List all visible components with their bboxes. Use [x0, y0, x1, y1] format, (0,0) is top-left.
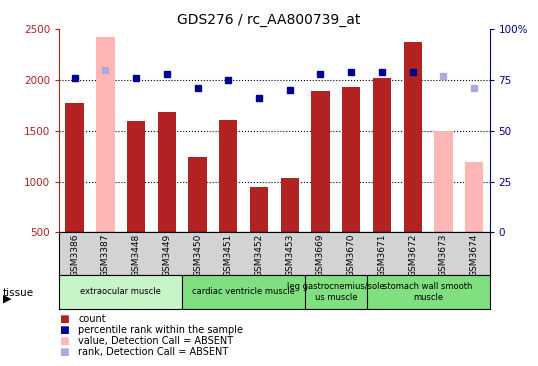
- Text: GSM3387: GSM3387: [101, 234, 110, 277]
- Bar: [342, 87, 360, 232]
- Text: GSM3386: GSM3386: [70, 234, 79, 277]
- Text: ■: ■: [59, 314, 69, 324]
- Bar: [65, 104, 84, 232]
- Text: value, Detection Call = ABSENT: value, Detection Call = ABSENT: [78, 336, 233, 346]
- Text: GSM3453: GSM3453: [285, 234, 294, 277]
- Text: percentile rank within the sample: percentile rank within the sample: [78, 325, 243, 335]
- Bar: [219, 120, 237, 232]
- Text: GSM3674: GSM3674: [470, 234, 479, 277]
- Text: GSM3452: GSM3452: [254, 234, 264, 277]
- Text: rank, Detection Call = ABSENT: rank, Detection Call = ABSENT: [78, 347, 228, 357]
- Bar: [373, 78, 391, 232]
- Text: GSM3671: GSM3671: [378, 234, 386, 277]
- Text: ■: ■: [59, 336, 69, 346]
- Bar: [188, 157, 207, 232]
- Text: GSM3449: GSM3449: [162, 234, 171, 277]
- Text: GSM3450: GSM3450: [193, 234, 202, 277]
- Bar: [404, 42, 422, 232]
- Text: GSM3670: GSM3670: [346, 234, 356, 277]
- Text: GSM3669: GSM3669: [316, 234, 325, 277]
- Text: GSM3673: GSM3673: [439, 234, 448, 277]
- Bar: [305, 274, 366, 309]
- Bar: [280, 178, 299, 232]
- Text: GDS276 / rc_AA800739_at: GDS276 / rc_AA800739_at: [178, 13, 360, 27]
- Text: ■: ■: [59, 325, 69, 335]
- Bar: [250, 187, 268, 232]
- Bar: [182, 274, 305, 309]
- Bar: [96, 37, 115, 232]
- Text: extraocular muscle: extraocular muscle: [80, 287, 161, 296]
- Bar: [434, 131, 452, 232]
- Text: GSM3672: GSM3672: [408, 234, 417, 277]
- Bar: [158, 112, 176, 232]
- Text: GSM3451: GSM3451: [224, 234, 233, 277]
- Text: ■: ■: [59, 347, 69, 357]
- Bar: [59, 274, 182, 309]
- Bar: [366, 274, 490, 309]
- Text: tissue: tissue: [3, 288, 34, 298]
- Bar: [127, 121, 145, 232]
- Text: cardiac ventricle muscle: cardiac ventricle muscle: [192, 287, 295, 296]
- Bar: [312, 91, 330, 232]
- Text: GSM3448: GSM3448: [131, 234, 140, 277]
- Text: leg gastrocnemius/sole
us muscle: leg gastrocnemius/sole us muscle: [287, 282, 385, 302]
- Text: stomach wall smooth
muscle: stomach wall smooth muscle: [384, 282, 473, 302]
- Text: count: count: [78, 314, 105, 324]
- Text: ▶: ▶: [3, 294, 11, 304]
- Bar: [465, 163, 484, 232]
